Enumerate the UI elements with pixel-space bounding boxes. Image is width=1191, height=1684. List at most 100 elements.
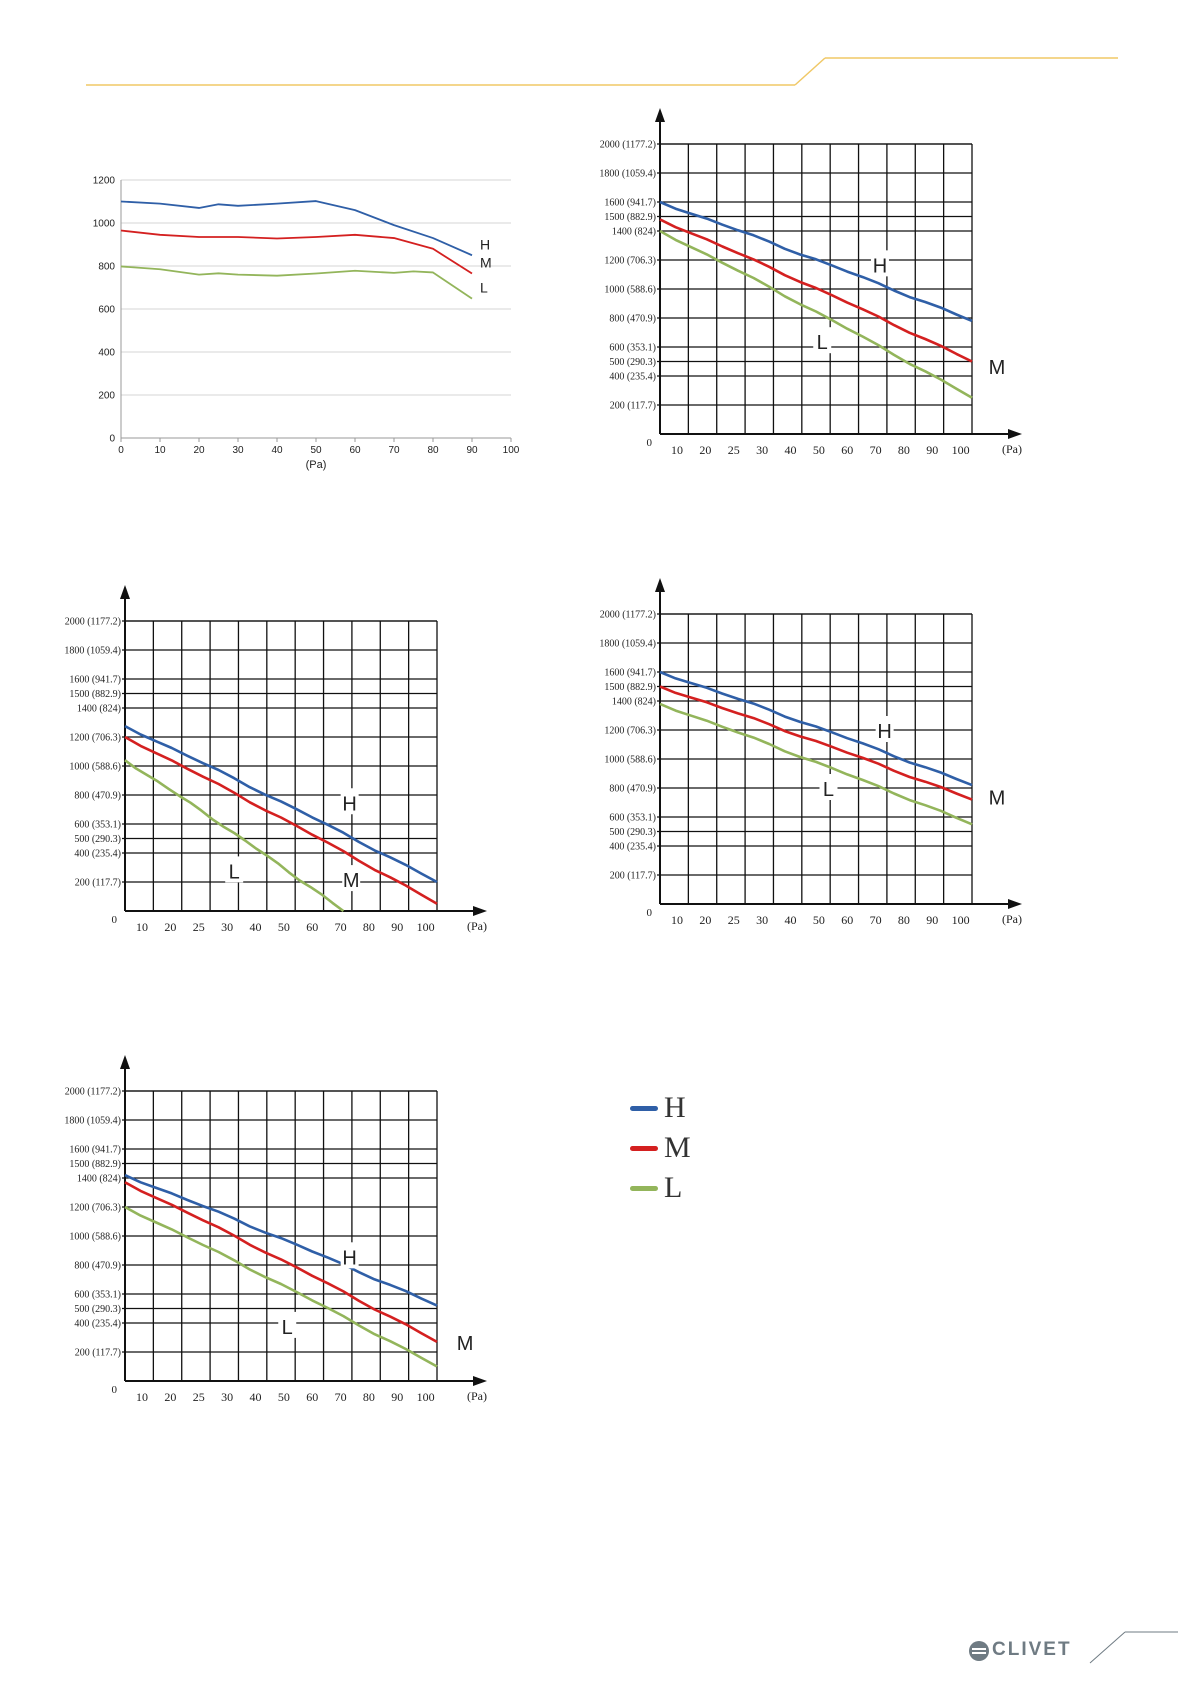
x-tick-label: 25 [728, 443, 740, 457]
x-tick-label: 70 [388, 445, 400, 456]
y-tick-label: 1500 (882.9) [69, 689, 121, 700]
x-tick-label: 90 [391, 1390, 403, 1404]
y-tick-label: 1800 (1059.4) [599, 639, 656, 650]
series-line-m [659, 218, 973, 363]
legend-item-h: H [630, 1093, 686, 1123]
annotation-bg [987, 782, 1006, 809]
header-rule-slant [794, 57, 826, 86]
y-tick-label: 1500 (882.9) [604, 212, 656, 223]
y-tick-label: 1000 (588.6) [604, 755, 656, 766]
y-tick-label: 600 (353.1) [74, 820, 121, 831]
x-tick-label: 30 [756, 913, 768, 927]
y-tick-label: 500 (290.3) [74, 834, 121, 845]
x-tick-label: 40 [271, 445, 283, 456]
footer-slant [1089, 1631, 1126, 1664]
y-tick-label: 1200 (706.3) [604, 256, 656, 267]
x-tick-label: 50 [278, 1390, 290, 1404]
y-tick-label: 600 (353.1) [609, 813, 656, 824]
y-tick-label: 500 (290.3) [609, 357, 656, 368]
x-axis-title: (Pa) [467, 1389, 487, 1403]
x-tick-label: 80 [363, 920, 375, 934]
x-tick-label: 100 [417, 1390, 435, 1404]
legend-swatch-l [630, 1185, 658, 1191]
x-tick-label: 90 [391, 920, 403, 934]
annotation-bg [819, 774, 838, 800]
y-tick-label: 1600 (941.7) [69, 675, 121, 686]
y-tick-label: 1600 (941.7) [604, 198, 656, 209]
x-tick-label: 10 [671, 443, 683, 457]
series-label-l: L [817, 332, 828, 354]
legend-item-m: M [630, 1133, 691, 1163]
y-tick-label: 2000 (1177.2) [600, 610, 656, 621]
x-tick-label: 100 [952, 913, 970, 927]
x-tick-label: 60 [306, 920, 318, 934]
y-tick-label: 500 (290.3) [609, 827, 656, 838]
x-tick-label: 20 [699, 443, 711, 457]
series-label-l: L [282, 1317, 293, 1339]
series-line-m [124, 735, 438, 905]
series-label-m: M [989, 788, 1006, 810]
series-line-m [124, 1181, 438, 1344]
series-label-h: H [342, 1247, 356, 1269]
annotation-bg [987, 351, 1006, 378]
x-axis-arrow [473, 906, 487, 916]
annotation-bg [870, 250, 889, 277]
y-tick-label: 400 (235.4) [609, 842, 656, 853]
y-tick-label: 500 (290.3) [74, 1304, 121, 1315]
y-tick-label: 800 (470.9) [609, 784, 656, 795]
y-tick-label: 1500 (882.9) [69, 1159, 121, 1170]
x-tick-label: 20 [193, 445, 205, 456]
origin-label: 0 [647, 437, 653, 449]
x-tick-label: 50 [310, 445, 322, 456]
annotation-bg [875, 716, 894, 742]
series-line-h [659, 670, 973, 787]
chart-grid-3: 200 (117.7) 400 (235.4) 500 (290.3) 600 (35… [599, 578, 1022, 927]
brand-name: CLIVET [992, 1639, 1072, 1660]
y-tick-label: 200 (117.7) [610, 871, 656, 882]
y-tick-label: 1000 (588.6) [69, 762, 121, 773]
x-tick-label: 40 [784, 443, 796, 457]
x-axis-arrow [1008, 899, 1022, 909]
x-tick-label: 80 [427, 445, 439, 456]
annotation-bg [225, 856, 244, 883]
x-tick-label: 30 [756, 443, 768, 457]
y-tick-label: 1200 (706.3) [69, 733, 121, 744]
chart-grid-2: 200 (117.7) 400 (235.4) 500 (290.3) 600 (35… [64, 585, 487, 934]
y-axis-arrow [655, 578, 665, 592]
clivet-logo-icon [969, 1641, 989, 1661]
annotation-bg [340, 788, 359, 815]
x-tick-label: 30 [221, 1390, 233, 1404]
series-label-m: M [989, 357, 1006, 379]
x-tick-label: 30 [232, 445, 244, 456]
x-tick-label: 60 [841, 913, 853, 927]
y-tick-label: 800 (470.9) [74, 791, 121, 802]
series-line-l [124, 759, 345, 913]
series-label-h: H [873, 255, 887, 277]
y-tick-label: 2000 (1177.2) [65, 1087, 121, 1098]
x-tick-label: 80 [898, 913, 910, 927]
series-line-h [124, 1173, 438, 1307]
y-axis-arrow [120, 585, 130, 599]
x-tick-label: 60 [349, 445, 361, 456]
x-tick-label: 100 [952, 443, 970, 457]
y-tick-label: 400 [98, 348, 115, 359]
x-tick-label: 20 [699, 913, 711, 927]
x-tick-label: 25 [193, 1390, 205, 1404]
y-tick-label: 1400 (824) [77, 1174, 121, 1185]
series-label-h: H [480, 236, 490, 252]
y-tick-label: 200 (117.7) [75, 878, 121, 889]
x-tick-label: 80 [363, 1390, 375, 1404]
series-label-l: L [229, 861, 240, 883]
y-tick-label: 400 (235.4) [609, 372, 656, 383]
x-axis-arrow [1008, 429, 1022, 439]
x-tick-label: 70 [870, 443, 882, 457]
y-tick-label: 1800 (1059.4) [64, 646, 121, 657]
series-line-l [659, 702, 973, 826]
x-tick-label: 100 [417, 920, 435, 934]
series-label-l: L [480, 280, 488, 296]
x-tick-label: 70 [335, 1390, 347, 1404]
x-axis-title: (Pa) [1002, 912, 1022, 926]
y-tick-label: 1400 (824) [612, 697, 656, 708]
series-label-l: L [823, 779, 834, 801]
